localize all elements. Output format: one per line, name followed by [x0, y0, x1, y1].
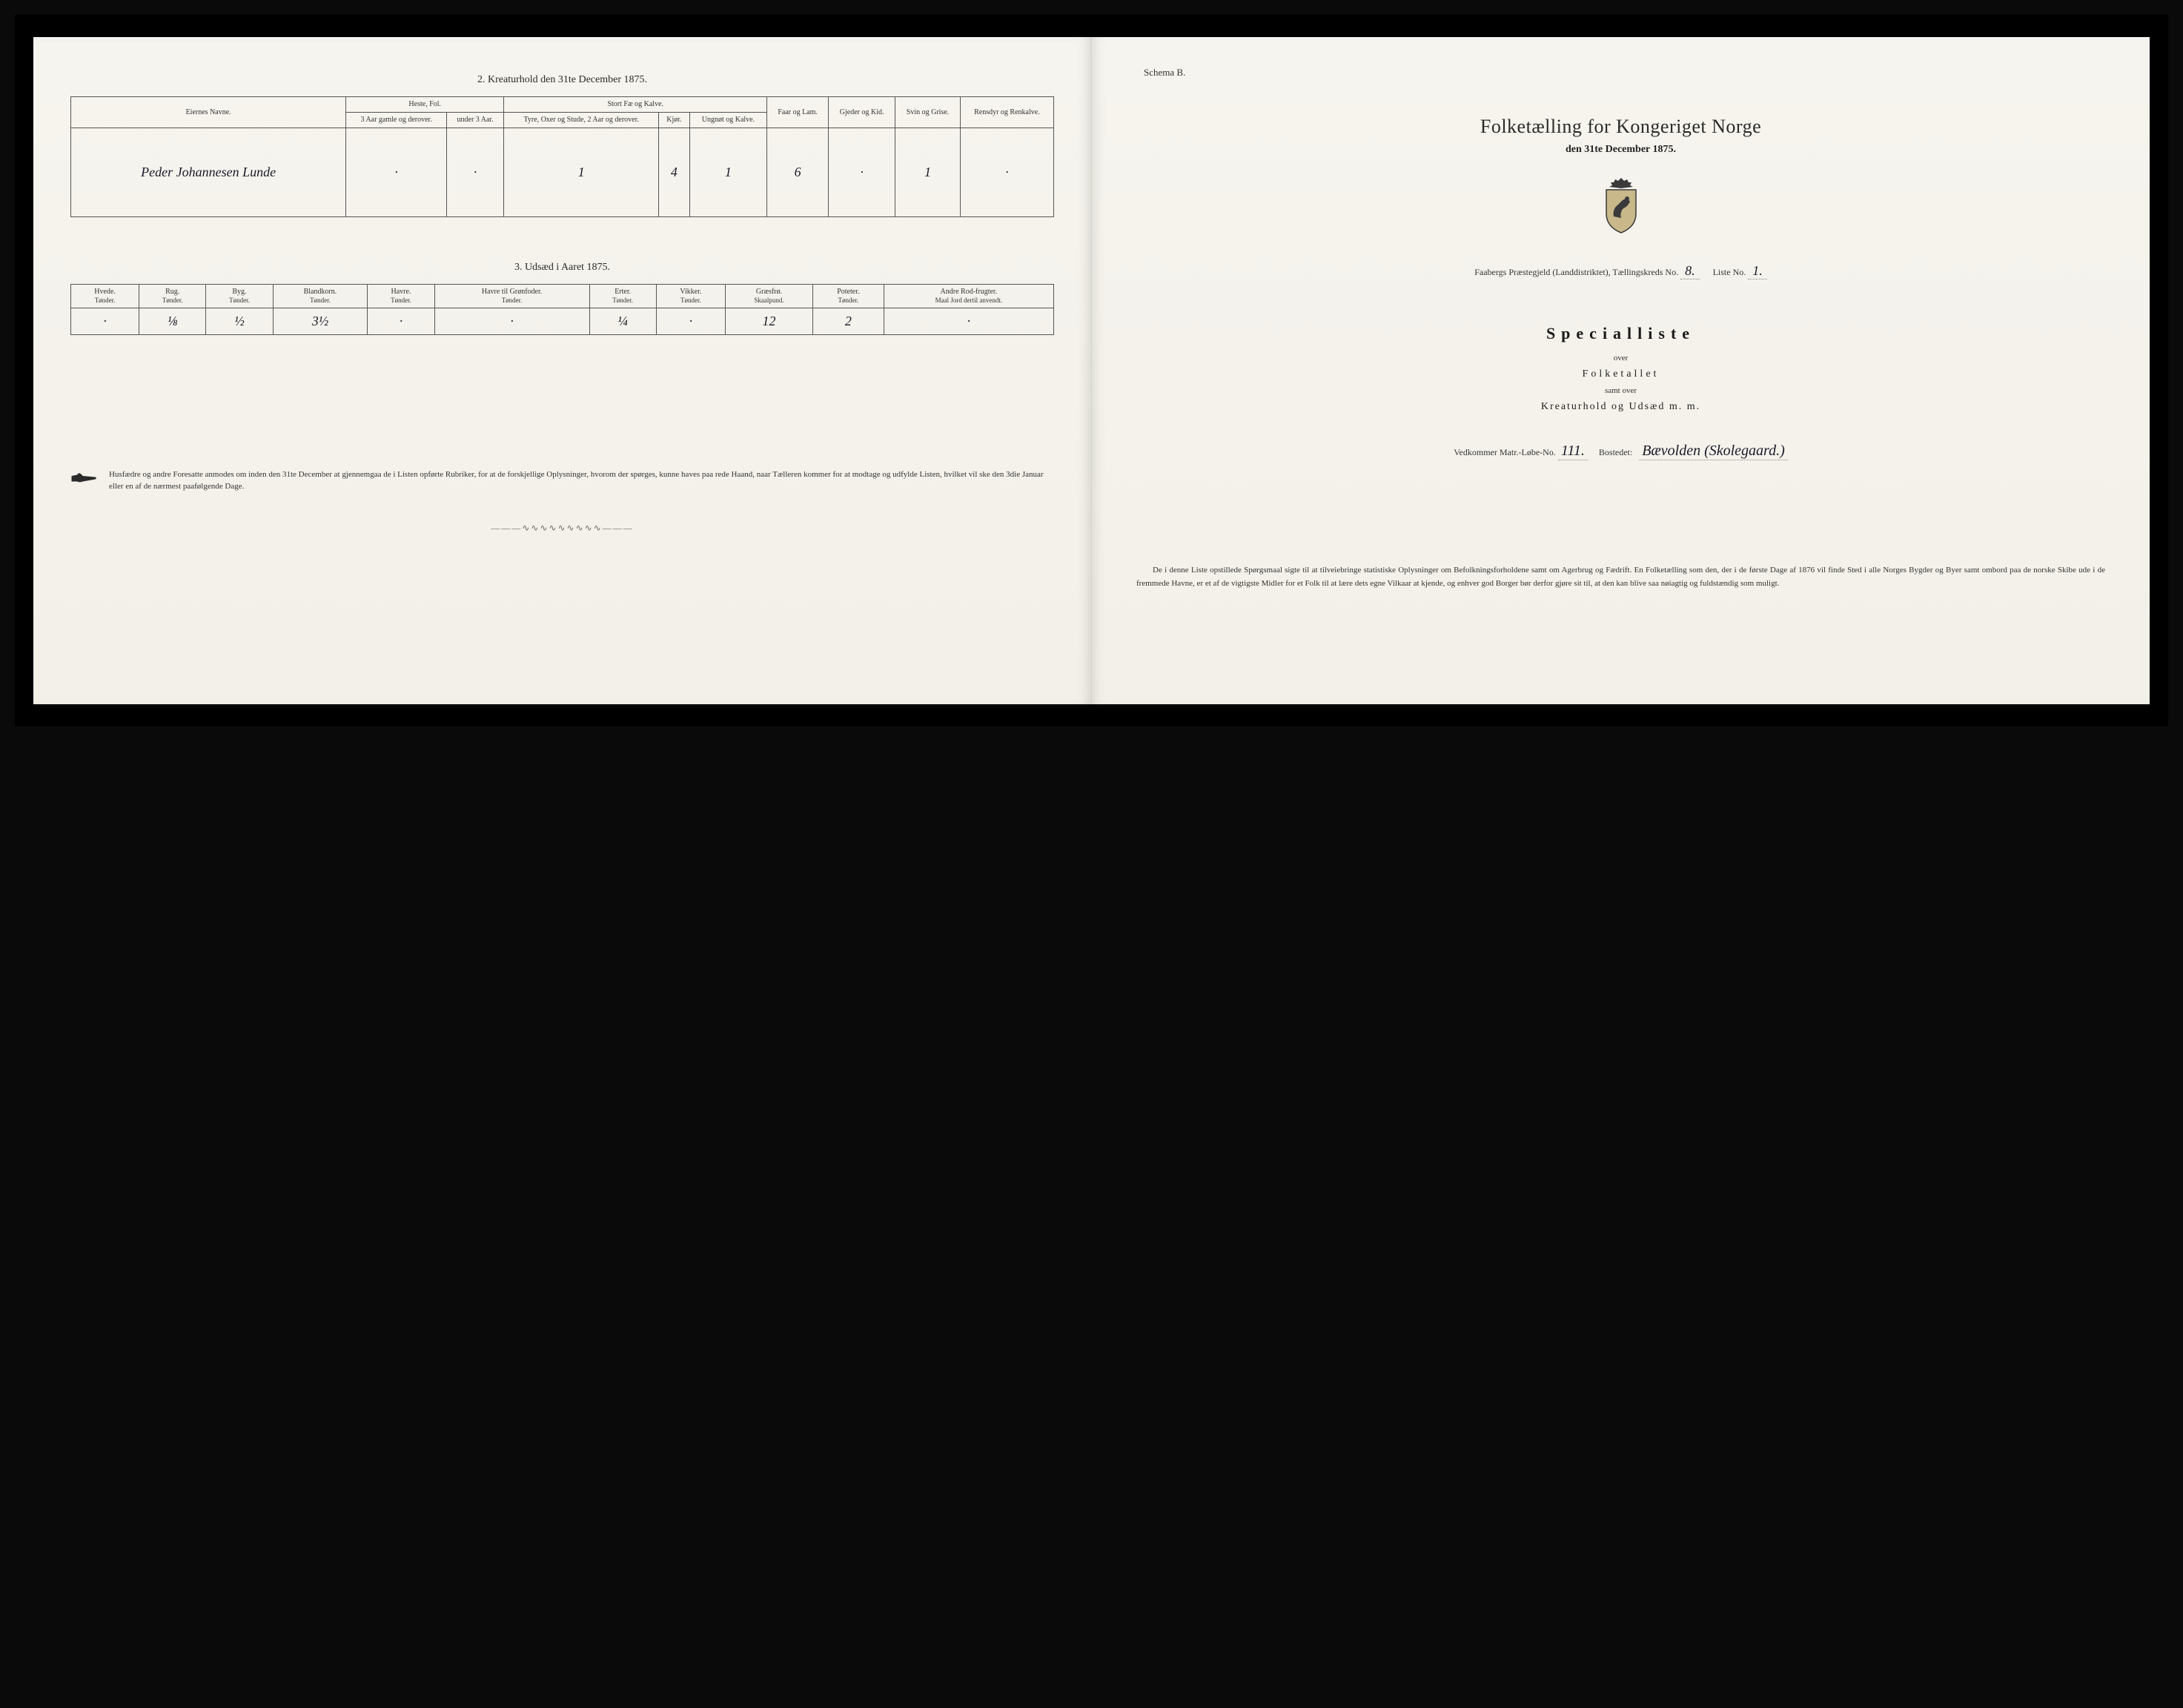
col-stort-b: Kjør. [659, 113, 689, 128]
bottom-note-text: Husfædre og andre Foresatte anmodes om i… [109, 469, 1054, 493]
cell-vikker: · [689, 314, 693, 328]
subtitle-date: den 31te December 1875. [1129, 144, 2113, 156]
specialliste-heading: Specialliste [1129, 324, 2113, 343]
col-havre: Havre.Tønder. [368, 285, 434, 308]
section3-heading: 3. Udsæd i Aaret 1875. [70, 262, 1054, 274]
cell-hvede: · [103, 314, 107, 328]
bosted-value: Bævolden (Skolegaard.) [1639, 443, 1788, 460]
cell-stort-b: 4 [671, 165, 678, 179]
bottom-paragraph: De i denne Liste opstillede Spørgsmaal s… [1129, 564, 2113, 590]
left-page: 2. Kreaturhold den 31te December 1875. E… [33, 37, 1092, 704]
document-spread: 2. Kreaturhold den 31te December 1875. E… [33, 37, 2150, 704]
col-byg: Byg.Tønder. [206, 285, 273, 308]
folketallet-label: Folketallet [1129, 368, 2113, 380]
district-no: 8. [1680, 263, 1700, 279]
owner-name: Peder Johannesen Lunde [141, 165, 276, 179]
matr-line: Vedkommer Matr.-Løbe-No. 111. Bostedet: … [1129, 443, 2113, 460]
bottom-note-block: Husfædre og andre Foresatte anmodes om i… [70, 469, 1054, 493]
col-vikker: Vikker.Tønder. [656, 285, 725, 308]
cell-rug: ⅛ [168, 314, 178, 328]
matr-no: 111. [1558, 443, 1588, 460]
liste-label: Liste No. [1713, 267, 1746, 277]
col-havre-gron: Havre til Grønfoder.Tønder. [434, 285, 589, 308]
cell-stort-a: 1 [578, 165, 585, 179]
col-rug: Rug.Tønder. [139, 285, 206, 308]
flourish-ornament: ———∿∿∿∿∿∿∿∿∿——— [70, 523, 1054, 534]
col-svin: Svin og Grise. [895, 97, 961, 128]
col-blandkorn: Blandkorn.Tønder. [273, 285, 368, 308]
cell-byg: ½ [234, 314, 245, 328]
col-gjeder: Gjeder og Kid. [828, 97, 895, 128]
udsaed-table: Hvede.Tønder. Rug.Tønder. Byg.Tønder. Bl… [70, 284, 1054, 335]
table-row: Peder Johannesen Lunde · · 1 4 1 6 · 1 · [71, 128, 1054, 217]
cell-graesfro: 12 [762, 314, 775, 328]
col-graesfro: Græsfrø.Skaalpund. [726, 285, 813, 308]
col-heste-a: 3 Aar gamle og derover. [346, 113, 447, 128]
matr-prefix: Vedkommer Matr.-Løbe-No. [1454, 447, 1556, 457]
kreaturhold-table: Eiernes Navne. Heste, Fol. Stort Fæ og K… [70, 96, 1054, 217]
col-rodfrugter: Andre Rod-frugter.Maal Jord dertil anven… [884, 285, 1053, 308]
col-poteter: Poteter.Tønder. [812, 285, 884, 308]
cell-rensdyr: · [1005, 165, 1009, 179]
col-stort-a: Tyre, Oxer og Stude, 2 Aar og derover. [504, 113, 659, 128]
col-group-stort: Stort Fæ og Kalve. [504, 97, 767, 113]
cell-blandkorn: 3½ [312, 314, 329, 328]
section2-heading: 2. Kreaturhold den 31te December 1875. [70, 74, 1054, 86]
col-hvede: Hvede.Tønder. [71, 285, 139, 308]
cell-heste-b: · [474, 165, 477, 179]
coat-of-arms-icon [1129, 176, 2113, 238]
pointing-hand-icon [70, 470, 99, 486]
cell-faar: 6 [795, 165, 801, 179]
bosted-label: Bostedet: [1599, 447, 1632, 457]
cell-svin: 1 [924, 165, 931, 179]
main-title: Folketælling for Kongeriget Norge [1129, 116, 2113, 138]
col-rensdyr: Rensdyr og Renkalve. [960, 97, 1053, 128]
cell-heste-a: · [394, 165, 398, 179]
schema-label: Schema B. [1144, 67, 2113, 79]
scan-frame: 2. Kreaturhold den 31te December 1875. E… [15, 15, 2168, 726]
cell-havre-gron: · [510, 314, 514, 328]
cell-stort-c: 1 [725, 165, 732, 179]
cell-havre: · [400, 314, 403, 328]
samt-over-label: samt over [1129, 386, 2113, 395]
cell-gjeder: · [860, 165, 864, 179]
right-page: Schema B. Folketælling for Kongeriget No… [1092, 37, 2150, 704]
col-faar: Faar og Lam. [767, 97, 829, 128]
col-erter: Erter.Tønder. [589, 285, 656, 308]
liste-no: 1. [1748, 263, 1767, 279]
cell-poteter: 2 [845, 314, 852, 328]
cell-erter: ¼ [617, 314, 628, 328]
district-line: Faabergs Præstegjeld (Landdistriktet), T… [1129, 263, 2113, 279]
col-group-heste: Heste, Fol. [346, 97, 504, 113]
col-stort-c: Ungnøt og Kalve. [689, 113, 767, 128]
cell-rodfrugter: · [967, 314, 971, 328]
col-owner: Eiernes Navne. [71, 97, 346, 128]
district-prefix: Faabergs Præstegjeld (Landdistriktet), T… [1474, 267, 1678, 277]
kreatur-line: Kreaturhold og Udsæd m. m. [1129, 401, 2113, 413]
table-row: · ⅛ ½ 3½ · · ¼ · 12 2 · [71, 308, 1054, 334]
col-heste-b: under 3 Aar. [447, 113, 504, 128]
over-label-1: over [1129, 354, 2113, 363]
